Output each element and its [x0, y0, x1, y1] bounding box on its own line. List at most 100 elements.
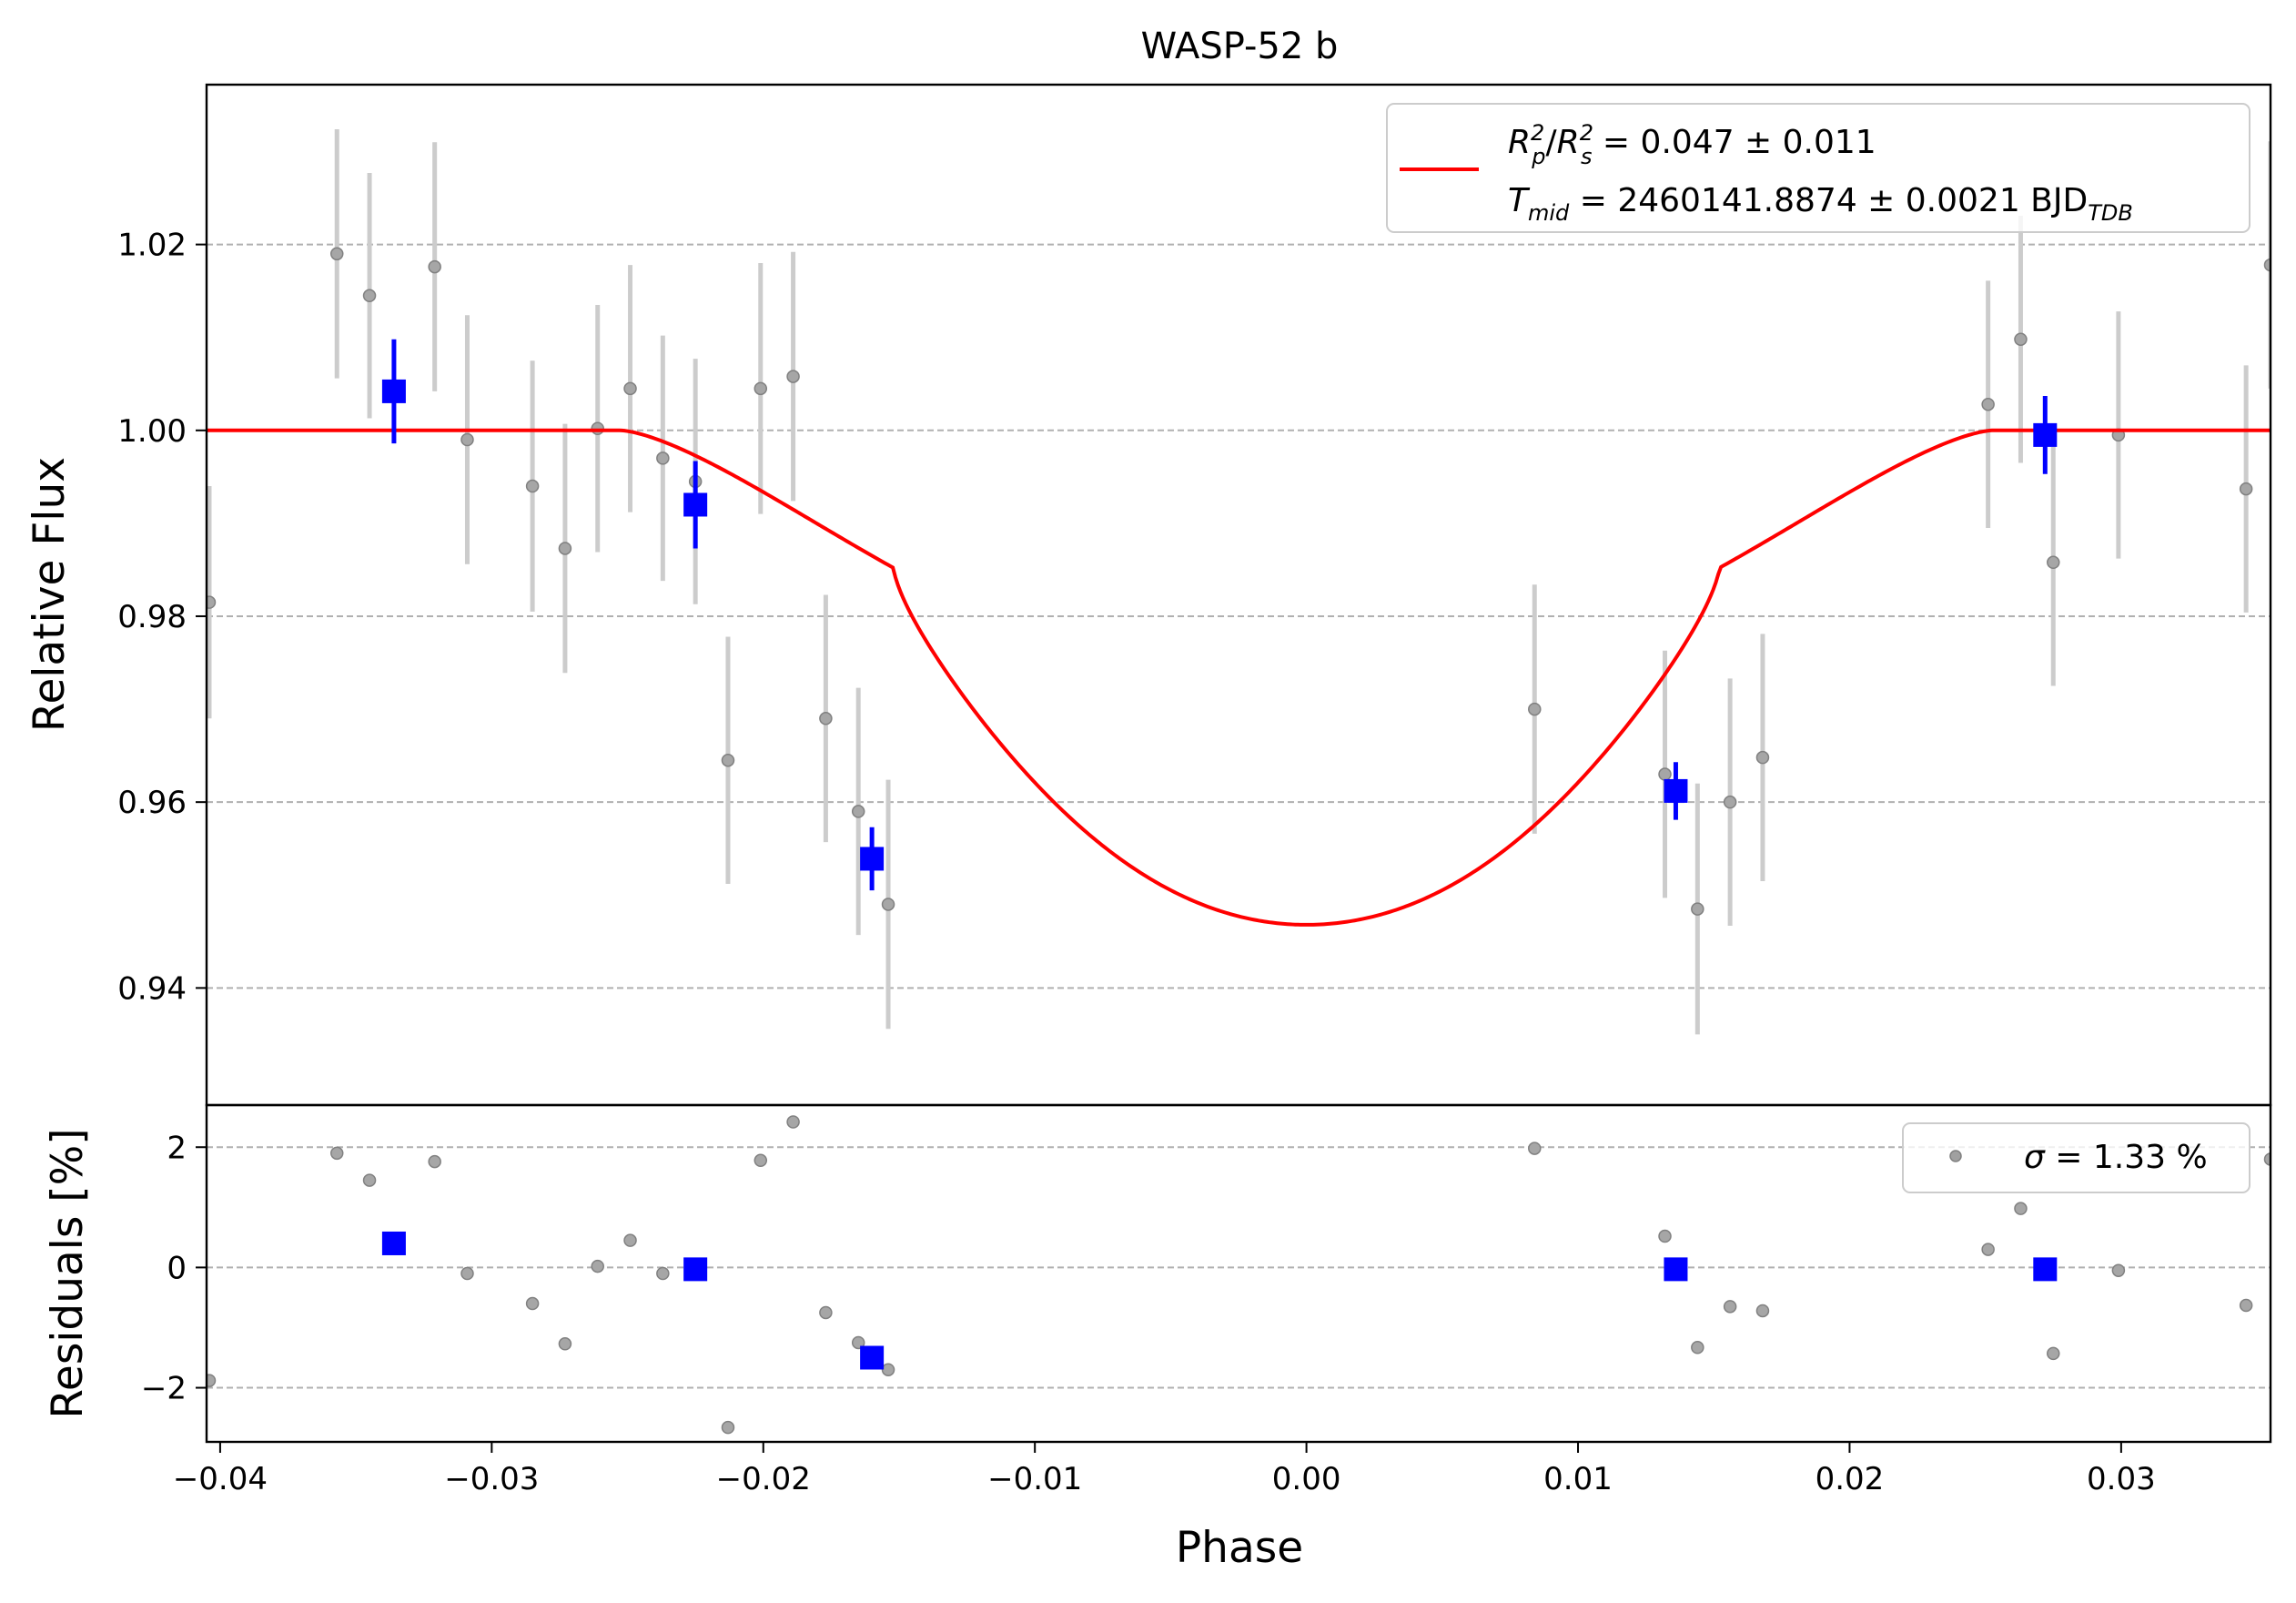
raw-residual-point: [460, 1266, 474, 1281]
raw-point: [2047, 555, 2060, 570]
transit-model-curve: [207, 428, 2271, 927]
raw-residual-point: [1723, 1300, 1737, 1314]
raw-residual-point: [1658, 1229, 1672, 1243]
raw-point: [1658, 767, 1672, 781]
residual-y-tick-label: 2: [167, 1130, 187, 1166]
flux-y-axis-label: Relative Flux: [25, 457, 75, 732]
raw-residual-point: [754, 1153, 768, 1168]
flux-legend-box: [1386, 103, 2250, 233]
raw-residual-point: [656, 1266, 670, 1281]
raw-residual-point: [1755, 1304, 1770, 1318]
raw-point: [525, 479, 540, 493]
raw-residual-point: [851, 1335, 865, 1350]
x-tick-label: −0.01: [987, 1461, 1082, 1497]
raw-residual-point: [1691, 1341, 1704, 1354]
raw-residual-point: [623, 1233, 637, 1247]
flux-y-tick-label: 0.94: [117, 970, 187, 1007]
binned-residual-point: [683, 1257, 708, 1282]
raw-point: [558, 542, 572, 555]
raw-point: [2263, 258, 2271, 272]
raw-residual-point: [1528, 1141, 1542, 1155]
x-tick-label: 0.03: [2087, 1461, 2156, 1497]
flux-raw-points: [207, 129, 2271, 1035]
raw-point: [591, 421, 604, 436]
raw-residual-point: [207, 1374, 217, 1387]
raw-residual-point: [2263, 1152, 2271, 1166]
raw-residual-point: [428, 1154, 441, 1169]
x-tick-label: 0.01: [1543, 1461, 1613, 1497]
flux-y-tick-label: 0.96: [117, 785, 187, 821]
raw-residual-point: [721, 1420, 735, 1435]
raw-point: [819, 712, 833, 725]
residuals-legend: σ = 1.33 %: [1902, 1122, 2250, 1193]
flux-binned-points: [381, 339, 2058, 891]
raw-point: [207, 595, 217, 609]
raw-residual-point: [2014, 1202, 2028, 1215]
flux-y-tick-label: 0.98: [117, 599, 187, 635]
raw-point: [881, 898, 895, 911]
binned-residual-point: [381, 1231, 406, 1255]
phase-x-axis: −0.04 −0.03 −0.02 −0.01 0.00 0.01 0.02 0.03: [173, 1442, 2156, 1497]
raw-point: [2239, 482, 2253, 496]
raw-point: [1981, 397, 1995, 411]
x-tick-label: 0.02: [1816, 1461, 1885, 1497]
raw-point: [656, 451, 670, 465]
x-tick-label: −0.02: [716, 1461, 811, 1497]
residuals-legend-marker: [1949, 1150, 1962, 1162]
residuals-sigma-entry: σ = 1.33 %: [2024, 1139, 2208, 1176]
raw-residual-point: [2047, 1346, 2060, 1361]
residual-y-tick-label: −2: [141, 1371, 187, 1407]
raw-residual-point: [525, 1296, 540, 1311]
raw-point: [1691, 902, 1704, 916]
raw-point: [362, 289, 377, 303]
raw-point: [460, 432, 474, 447]
residuals-panel: −2 0 2 Residuals [%] σ = 1.33 %: [43, 1103, 2272, 1444]
residual-gridlines: [207, 1146, 2271, 1389]
raw-point: [851, 805, 865, 818]
residuals-panel-frame: [205, 1103, 2272, 1444]
residual-y-tick-label: 0: [167, 1250, 187, 1286]
raw-point: [754, 381, 768, 396]
x-axis-label: Phase: [1176, 1523, 1303, 1573]
flux-y-axis: 0.94 0.96 0.98 1.00 1.02: [117, 228, 207, 1007]
raw-point: [428, 259, 441, 274]
binned-point: [2033, 422, 2058, 447]
raw-point: [329, 247, 344, 261]
raw-point: [1723, 795, 1737, 809]
raw-residual-point: [881, 1363, 895, 1376]
flux-y-tick-label: 1.02: [117, 228, 187, 264]
raw-point: [2014, 332, 2028, 346]
residual-y-axis: −2 0 2: [141, 1130, 207, 1407]
flux-y-tick-label: 1.00: [117, 413, 187, 450]
raw-residual-point: [591, 1259, 604, 1273]
flux-panel: 0.94 0.96 0.98 1.00 1.02 Relative Flux R2 p/R…: [25, 83, 2272, 1107]
raw-residual-point: [786, 1115, 800, 1129]
raw-residual-point: [558, 1337, 572, 1351]
flux-legend: R2 p/R2 s = 0.047 ± 0.011 Tmid = 2460141.8…: [1386, 103, 2250, 233]
raw-residual-point: [362, 1173, 377, 1187]
binned-point: [381, 379, 406, 403]
x-tick-label: −0.04: [173, 1461, 268, 1497]
binned-residual-point: [2033, 1257, 2058, 1282]
residual-binned-points: [381, 1231, 2058, 1370]
raw-residual-point: [2111, 1263, 2126, 1277]
raw-point: [623, 381, 637, 396]
chart-title: WASP-52 b: [1141, 25, 1339, 67]
legend-tmid-entry: Tmid = 2460141.8874 ± 0.0021 BJDTDB: [1508, 182, 2133, 226]
raw-point: [1528, 702, 1542, 716]
raw-point: [1755, 750, 1770, 765]
binned-point: [860, 847, 885, 871]
raw-point: [721, 753, 735, 767]
raw-residual-point: [329, 1146, 344, 1161]
residuals-y-axis-label: Residuals [%]: [43, 1128, 93, 1418]
binned-point: [1664, 778, 1688, 803]
raw-residual-point: [819, 1305, 833, 1320]
residuals-legend-box: [1902, 1122, 2250, 1193]
binned-residual-point: [860, 1345, 885, 1370]
legend-depth-entry: R2 p/R2 s = 0.047 ± 0.011: [1508, 120, 1876, 169]
x-tick-label: −0.03: [444, 1461, 539, 1497]
binned-residual-point: [1664, 1257, 1688, 1282]
raw-residual-point: [1981, 1243, 1995, 1256]
raw-point: [786, 370, 800, 383]
